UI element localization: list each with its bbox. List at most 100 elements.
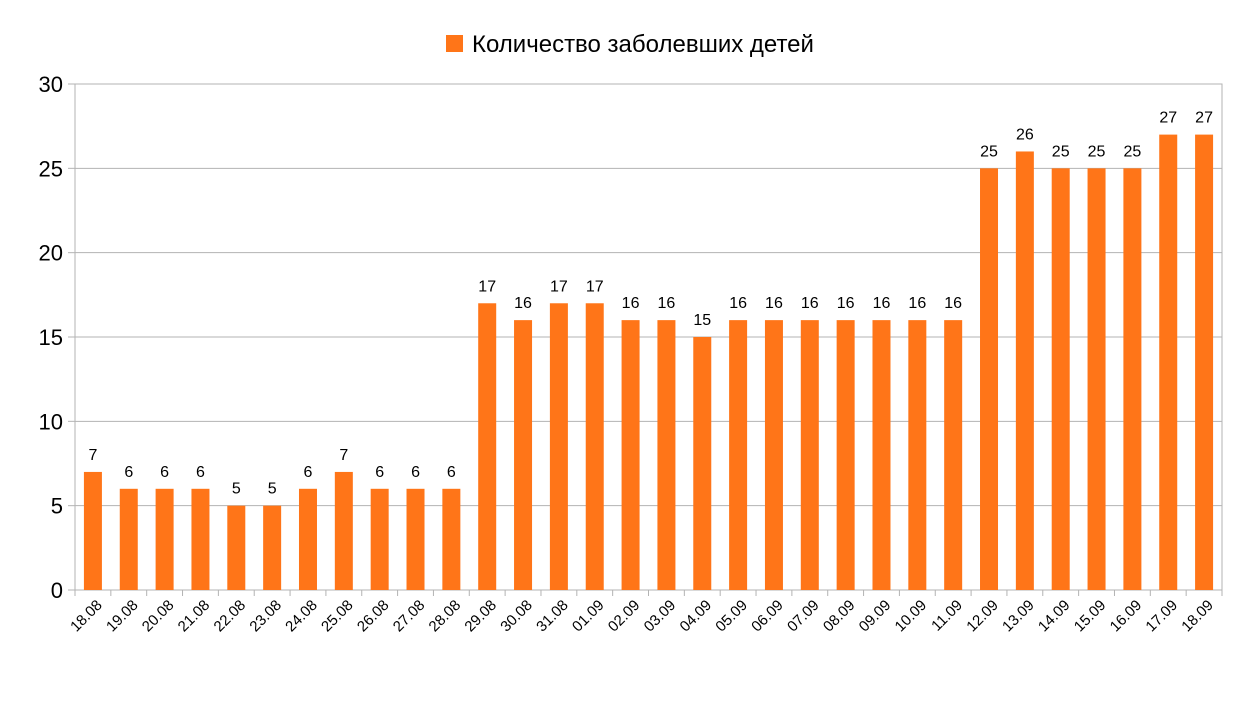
data-label: 16 [622,295,640,312]
data-label: 16 [765,295,783,312]
bar [406,488,425,590]
bar [1195,134,1214,590]
x-tick-label: 14.09 [1035,597,1074,636]
bar [836,320,855,590]
x-tick-label: 11.09 [928,597,966,635]
data-labels: 7 6 6 6 5 5 6 7 6 6 6 17 16 17 17 16 16 15 16 16 16 16 16 16 16 2… [88,110,1213,498]
bar [585,303,604,590]
x-tick-label: 26.08 [354,597,393,636]
data-label: 17 [550,278,568,295]
x-tick-label: 01.09 [569,597,608,636]
bar [442,488,461,590]
data-label: 17 [478,278,496,295]
x-tick-label: 27.08 [390,597,429,636]
data-label: 16 [944,295,962,312]
data-label: 6 [447,464,456,481]
x-tick-label: 15.09 [1071,597,1110,636]
x-tick-label: 18.08 [67,597,106,636]
bar [1015,151,1034,590]
bar [729,320,748,590]
y-tick-label: 15 [39,325,63,350]
x-tick-label: 17.09 [1142,597,1181,636]
gridlines [74,83,1223,591]
bar [263,505,282,590]
data-label: 6 [160,464,169,481]
bar [119,488,138,590]
bar [298,488,317,590]
data-label: 25 [1123,143,1141,160]
x-tick-label: 31.08 [533,597,572,636]
x-tick-label: 29.08 [461,597,500,636]
x-tick-label: 22.08 [211,597,250,636]
data-label: 5 [268,481,277,498]
bar [908,320,927,590]
data-label: 5 [232,481,241,498]
x-tick-label: 30.08 [497,597,536,636]
x-tick-label: 21.08 [175,597,214,636]
x-tick-label: 20.08 [139,597,178,636]
legend-swatch [446,35,463,52]
x-tick-label: 25.08 [318,597,357,636]
data-label: 16 [729,295,747,312]
bars [83,134,1214,591]
bar [227,505,246,590]
data-label: 25 [1088,143,1106,160]
bar [478,303,497,590]
data-label: 27 [1159,110,1177,127]
y-tick-label: 20 [39,241,63,266]
bar [83,471,102,590]
data-label: 7 [88,447,97,464]
y-tick-label: 30 [39,72,63,97]
x-tick-label: 05.09 [712,597,751,636]
x-tick-label: 28.08 [426,597,465,636]
bar [800,320,819,590]
data-label: 16 [514,295,532,312]
bar [764,320,783,590]
x-tick-label: 13.09 [999,597,1038,636]
data-label: 6 [196,464,205,481]
legend-label: Количество заболевших детей [472,31,814,58]
data-label: 16 [801,295,819,312]
data-label: 6 [124,464,133,481]
data-label: 16 [908,295,926,312]
legend: Количество заболевших детей [446,31,814,58]
bar [872,320,891,590]
x-tick-label: 03.09 [641,597,680,636]
data-label: 6 [411,464,420,481]
y-tick-label: 25 [39,156,63,181]
y-tick-label: 10 [39,409,63,434]
data-label: 25 [1052,143,1070,160]
y-tick-label: 0 [51,578,63,603]
data-label: 6 [375,464,384,481]
data-label: 27 [1195,110,1213,127]
bar [621,320,640,590]
x-tick-label: 07.09 [784,597,823,636]
bar [549,303,568,590]
bar [370,488,389,590]
x-tick-label: 16.09 [1107,597,1146,636]
data-label: 26 [1016,126,1034,143]
bar [191,488,210,590]
x-tick-label: 10.09 [892,597,931,636]
x-tick-label: 12.09 [963,597,1002,636]
data-label: 6 [304,464,313,481]
x-tick-label: 06.09 [748,597,787,636]
y-axis: 0 5 10 15 20 25 30 [39,72,75,603]
x-tick-label: 08.09 [820,597,859,636]
data-label: 7 [339,447,348,464]
bar [155,488,174,590]
x-tick-label: 02.09 [605,597,644,636]
y-tick-label: 5 [51,494,63,519]
data-label: 25 [980,143,998,160]
bar [693,337,712,590]
x-tick-label: 23.08 [246,597,285,636]
bar [1159,134,1178,590]
x-tick-label: 24.08 [282,597,321,636]
data-label: 15 [693,312,711,329]
data-label: 16 [837,295,855,312]
data-label: 16 [873,295,891,312]
bar [514,320,533,590]
bar [980,168,999,591]
bar [334,471,353,590]
bar [944,320,963,590]
